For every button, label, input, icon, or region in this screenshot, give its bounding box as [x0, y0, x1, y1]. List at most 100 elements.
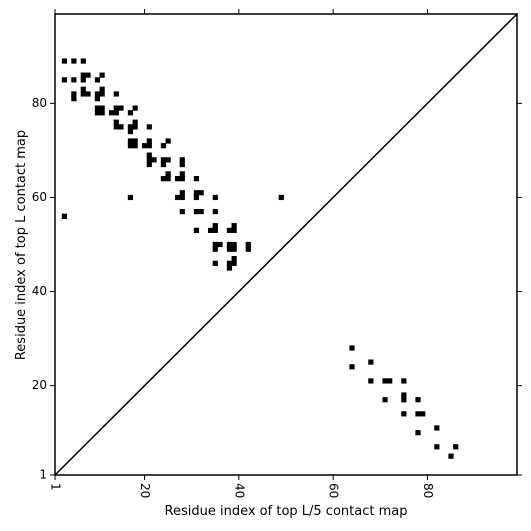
contact-point [198, 208, 204, 215]
contact-point [99, 105, 105, 111]
contact-point [71, 96, 77, 102]
contact-point [99, 91, 105, 97]
contact-point [349, 364, 355, 370]
x-tick-label: 1 [49, 483, 63, 491]
contact-point [179, 194, 185, 201]
x-tick-label: 20 [138, 483, 152, 498]
contact-point [245, 246, 251, 252]
contact-point [127, 110, 134, 116]
contact-point [132, 138, 138, 144]
contact-point [231, 256, 237, 262]
contact-point [174, 194, 181, 201]
contact-point [127, 194, 134, 201]
contact-point [193, 194, 200, 201]
contact-point [71, 77, 77, 83]
x-tick-label: 40 [232, 483, 246, 498]
y-tick-label: 1 [39, 468, 47, 482]
contact-point [113, 119, 119, 125]
contact-point [160, 157, 167, 163]
contact-point [146, 138, 152, 144]
contact-point [226, 227, 233, 233]
contact-point [415, 411, 421, 417]
y-tick-label: 60 [32, 190, 47, 204]
contact-point [132, 119, 138, 125]
contact-point [113, 110, 119, 116]
contact-point [127, 124, 134, 130]
contact-point [193, 176, 200, 182]
contact-point [80, 91, 86, 97]
contact-point [231, 227, 237, 233]
contact-point [165, 171, 171, 177]
contact-point [113, 91, 119, 97]
contact-point [61, 213, 68, 219]
contact-point [226, 241, 233, 248]
x-tick-label: 60 [327, 483, 341, 498]
contact-point [146, 143, 152, 149]
contact-point [226, 246, 233, 252]
y-tick-label: 20 [32, 378, 47, 392]
contact-point [448, 453, 454, 459]
contact-point [151, 157, 157, 163]
contact-point [61, 58, 68, 64]
contact-point [146, 161, 152, 168]
contact-point [179, 208, 185, 215]
contact-point [217, 241, 223, 248]
contact-point [94, 77, 101, 83]
contact-point [160, 176, 167, 182]
contact-point [174, 176, 181, 182]
contact-point [382, 378, 388, 384]
contact-point [401, 378, 407, 384]
contact-point [349, 345, 355, 351]
contact-point [127, 138, 134, 144]
x-axis-title: Residue index of top L/5 contact map [165, 504, 408, 519]
contact-point [245, 241, 251, 248]
contact-point [146, 152, 152, 158]
contact-point [212, 260, 218, 266]
contact-point [212, 223, 218, 229]
contact-point [165, 157, 171, 163]
contact-point [85, 91, 91, 97]
contact-point [80, 72, 86, 78]
contact-point [85, 72, 91, 78]
contact-point [231, 241, 237, 248]
contact-point [193, 227, 200, 233]
contact-point [179, 171, 185, 177]
plot-frame [54, 13, 518, 476]
contact-point [113, 124, 119, 130]
contact-point [94, 91, 101, 97]
contact-point [387, 378, 393, 384]
contact-point [71, 58, 77, 64]
contact-point [165, 138, 171, 144]
contact-point [193, 190, 200, 196]
contact-point [99, 86, 105, 92]
x-tick-label: 80 [421, 483, 435, 498]
contact-point [401, 397, 407, 403]
contact-point [160, 161, 167, 168]
contact-point [80, 58, 86, 64]
contact-point [94, 110, 101, 116]
contact-point [226, 265, 233, 271]
y-tick-label: 80 [32, 96, 47, 110]
contact-point [113, 105, 119, 111]
contact-point [146, 157, 152, 163]
contact-point [80, 77, 86, 83]
contact-point [118, 105, 124, 111]
contact-point [179, 157, 185, 163]
contact-point [212, 194, 218, 201]
contact-point [415, 397, 421, 403]
contact-point [226, 260, 233, 266]
contact-point [434, 425, 440, 431]
contact-point [415, 430, 421, 436]
contact-point [368, 378, 374, 384]
contact-point [231, 260, 237, 266]
contact-point [231, 223, 237, 229]
contact-point [132, 143, 138, 149]
contact-point [382, 397, 388, 403]
contact-point [94, 105, 101, 111]
contact-point [141, 143, 148, 149]
contact-point [179, 190, 185, 196]
contact-point [420, 411, 426, 417]
diagonal-line [54, 13, 518, 476]
contact-point [71, 91, 77, 97]
contact-point [434, 444, 440, 450]
